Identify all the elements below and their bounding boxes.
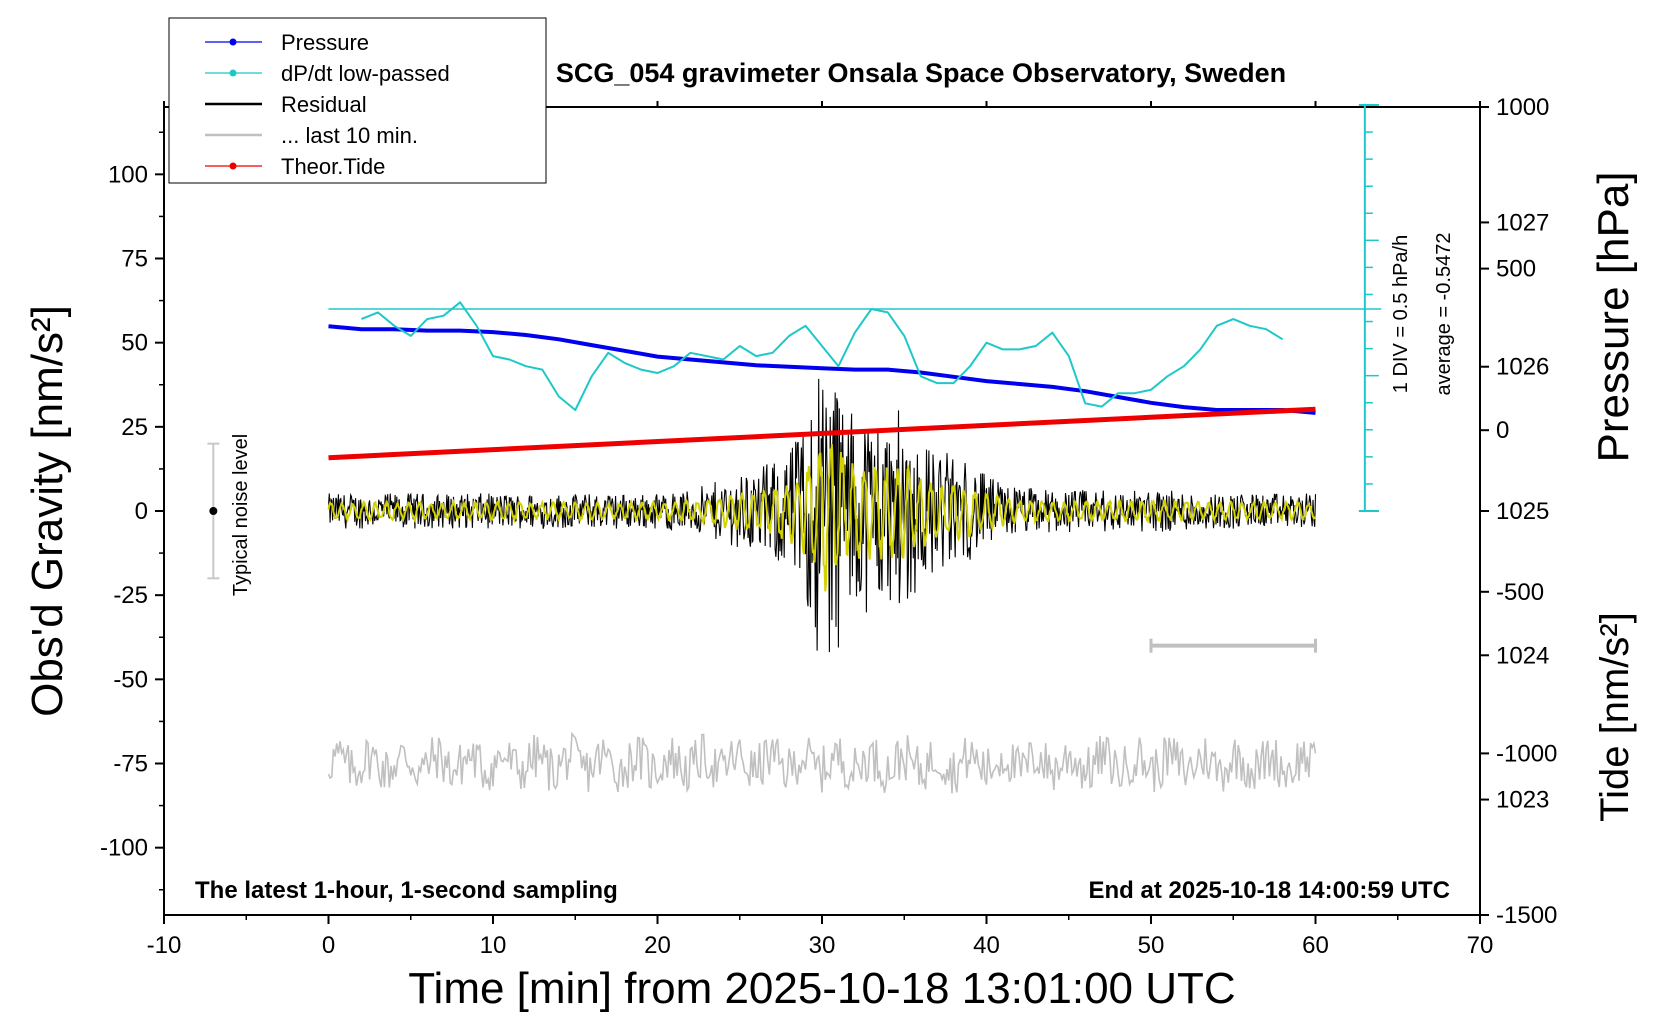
legend-label: Pressure <box>281 30 369 55</box>
legend-swatch-marker <box>229 69 237 77</box>
tide-tick-label: 1000 <box>1496 94 1549 121</box>
y-tick-label: 75 <box>121 246 148 273</box>
legend-box <box>168 17 547 184</box>
residual-filtered-line <box>327 444 1317 592</box>
noise-bar-center-dot <box>209 507 218 515</box>
chart-title: SCG_054 gravimeter Onsala Space Observat… <box>556 58 1286 88</box>
noise-level-label: Typical noise level <box>230 434 252 596</box>
pressure-tick-label: 1026 <box>1496 354 1549 381</box>
x-tick-label: 20 <box>644 932 671 959</box>
tide-axis-label: Tide [nm/s²] <box>1593 612 1637 822</box>
legend-swatch-marker <box>229 162 237 170</box>
pressure-line <box>328 324 1316 415</box>
legend-label: Theor.Tide <box>281 154 385 179</box>
axes-layer: -10 0 10 20 30 40 50 60 70-100-75-50-25025507510… <box>100 94 1557 959</box>
div-label: 1 DIV = 0.5 hPa/h <box>1390 235 1412 393</box>
tide-tick-label: -1000 <box>1496 740 1557 767</box>
legend-label: ... last 10 min. <box>281 123 418 148</box>
end-time-note: End at 2025-10-18 14:00:59 UTC <box>1089 877 1451 904</box>
legend-swatch-marker <box>229 38 237 46</box>
y-tick-label: -50 <box>113 666 148 693</box>
pressure-tick-label: 1025 <box>1496 498 1549 525</box>
y-tick-label: -25 <box>113 582 148 609</box>
legend-label: dP/dt low-passed <box>281 61 450 86</box>
pressure-tick-label: 1027 <box>1496 209 1549 236</box>
pressure-tick-label: 1023 <box>1496 787 1549 814</box>
last-10-min-line <box>327 731 1317 794</box>
x-tick-label: 10 <box>480 932 507 959</box>
tide-tick-label: 500 <box>1496 256 1536 283</box>
x-tick-label: 50 <box>1138 932 1165 959</box>
x-tick-label: 0 <box>322 932 335 959</box>
y-tick-label: 50 <box>121 330 148 357</box>
pressure-tick-label: 1024 <box>1496 642 1549 669</box>
tide-tick-label: -1500 <box>1496 902 1557 929</box>
dpdt-line <box>361 301 1284 411</box>
tide-line <box>328 406 1316 461</box>
tide-tick-label: 0 <box>1496 417 1509 444</box>
x-tick-label: 60 <box>1302 932 1329 959</box>
pressure-axis-label: Pressure [hPa] <box>1589 171 1638 462</box>
y-axis-label: Obs'd Gravity [nm/s²] <box>23 305 72 717</box>
x-tick-label: 40 <box>973 932 1000 959</box>
x-tick-label: -10 <box>147 932 182 959</box>
average-label: average = -0.5472 <box>1433 233 1455 396</box>
sampling-note: The latest 1-hour, 1-second sampling <box>195 877 618 904</box>
y-tick-label: 100 <box>108 161 148 188</box>
legend-label: Residual <box>281 92 367 117</box>
x-axis-label: Time [min] from 2025-10-18 13:01:00 UTC <box>408 964 1235 1013</box>
y-tick-label: 25 <box>121 414 148 441</box>
legend: Pressure dP/dt low-passed Residual ... last… <box>168 17 547 184</box>
series-layer <box>207 104 1382 794</box>
tide-tick-label: -500 <box>1496 579 1544 606</box>
x-tick-label: 30 <box>809 932 836 959</box>
x-tick-label: 70 <box>1467 932 1494 959</box>
y-tick-label: -100 <box>100 835 148 862</box>
y-tick-label: 0 <box>135 498 148 525</box>
y-tick-label: -75 <box>113 751 148 778</box>
